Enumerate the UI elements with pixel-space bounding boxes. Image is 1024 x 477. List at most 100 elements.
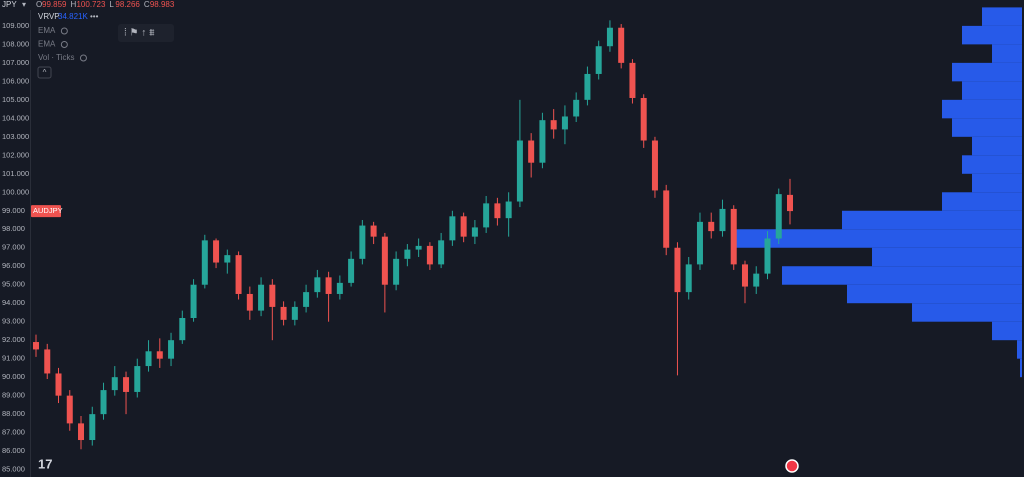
vrvp-value: 34.821K (58, 12, 88, 21)
y-tick-label: 85.000 (2, 465, 25, 474)
volume-profile-bar (732, 229, 1022, 248)
candle-body (336, 282, 343, 294)
toolbar-icons[interactable]: ⁞ ⚑ ↑ ⩩ (124, 28, 155, 39)
y-tick-label: 88.000 (2, 409, 25, 418)
vrvp-name: VRVP (38, 12, 60, 21)
visibility-icon[interactable] (79, 54, 87, 62)
candle-body (674, 247, 681, 293)
candle-body (78, 423, 85, 441)
y-tick-label: 105.000 (2, 95, 29, 104)
more[interactable]: ••• (90, 12, 99, 21)
volume-profile-bar (952, 62, 1022, 82)
candle-body (325, 277, 332, 294)
candle-body (213, 240, 220, 263)
candle-body (246, 293, 253, 311)
volume-profile-bar (782, 266, 1022, 285)
y-tick-label: 90.000 (2, 372, 25, 381)
candle-body (404, 249, 411, 259)
y-tick-label: 91.000 (2, 354, 25, 363)
volume-profile-bar (942, 99, 1022, 119)
ohlc-letter: O (36, 0, 42, 9)
y-tick-label: 99.000 (2, 206, 25, 215)
toolbar[interactable] (118, 24, 174, 42)
y-tick-label: 98.000 (2, 224, 25, 233)
candle-body (573, 99, 580, 117)
volume-profile-bar (972, 136, 1022, 156)
candle-body (201, 240, 208, 285)
candle-body (415, 245, 422, 250)
candle-body (393, 258, 400, 285)
candle-body (269, 284, 276, 307)
candle-body (787, 194, 793, 212)
candle-body (258, 284, 265, 311)
tv-logo: 17 (38, 456, 52, 471)
candle-body (55, 373, 62, 396)
candle-body (483, 203, 490, 228)
y-tick-label: 97.000 (2, 243, 25, 252)
candle-body (291, 306, 298, 320)
candle-body (561, 116, 568, 130)
collapse-button[interactable] (37, 66, 52, 79)
candle-body (381, 236, 388, 285)
candle-body (606, 27, 613, 47)
candle-body (370, 225, 377, 237)
candle-body (696, 221, 703, 265)
volume-profile-bar (952, 118, 1022, 137)
candle-body (494, 203, 501, 219)
candle-body (708, 221, 715, 232)
y-tick-label: 101.000 (2, 169, 29, 178)
volume-profile-bar (992, 44, 1022, 63)
candle-body (618, 27, 625, 63)
y-tick-label: 109.000 (2, 21, 29, 30)
ohlc-letter: H (70, 0, 76, 9)
candle-body (66, 395, 73, 424)
price-tag-bg (31, 205, 61, 218)
ohlc-value: 100.723 (76, 0, 105, 9)
candle-body (528, 140, 535, 163)
candle-body (741, 264, 748, 287)
candle-body (179, 318, 186, 341)
volume-profile-bar (962, 155, 1022, 174)
candle-body (640, 97, 647, 141)
y-tick-label: 92.000 (2, 335, 25, 344)
volume-profile-bar (872, 247, 1022, 267)
collapse-icon[interactable]: ^ (43, 68, 47, 77)
volume-profile-bar (847, 284, 1022, 304)
y-tick-label: 107.000 (2, 58, 29, 67)
candle-body (33, 342, 39, 350)
candle-body (471, 227, 478, 237)
dropdown[interactable]: ▾ (22, 0, 26, 9)
event-marker[interactable] (785, 459, 799, 473)
candle-body (539, 120, 546, 163)
y-tick-label: 106.000 (2, 76, 29, 85)
candle-body (224, 255, 231, 263)
visibility-icon[interactable] (60, 27, 68, 35)
candle-body (719, 208, 726, 232)
visibility-icon[interactable] (60, 41, 68, 48)
candle-body (156, 351, 163, 359)
candle-body (303, 292, 310, 307)
candle-body (145, 351, 152, 367)
indicator-name: EMA (38, 40, 56, 49)
candle-body (584, 73, 591, 100)
ohlc-value: 98.983 (150, 0, 175, 9)
candle-body (550, 120, 557, 130)
y-tick-label: 93.000 (2, 317, 25, 326)
candle-body (764, 238, 771, 274)
candle-body (685, 264, 692, 293)
y-tick-label: 102.000 (2, 150, 29, 159)
candle-body (460, 216, 467, 237)
candle-body (123, 377, 130, 392)
y-tick-label: 100.000 (2, 187, 29, 196)
y-tick-label: 94.000 (2, 298, 25, 307)
candle-body (89, 414, 96, 441)
candle-body (663, 190, 670, 248)
candle-body (629, 62, 636, 98)
y-tick-label: 103.000 (2, 132, 29, 141)
volume-profile-bar (992, 321, 1022, 341)
volume-profile-bar (972, 173, 1022, 193)
ohlc-letter: L (109, 0, 114, 9)
candle-body (168, 340, 175, 359)
